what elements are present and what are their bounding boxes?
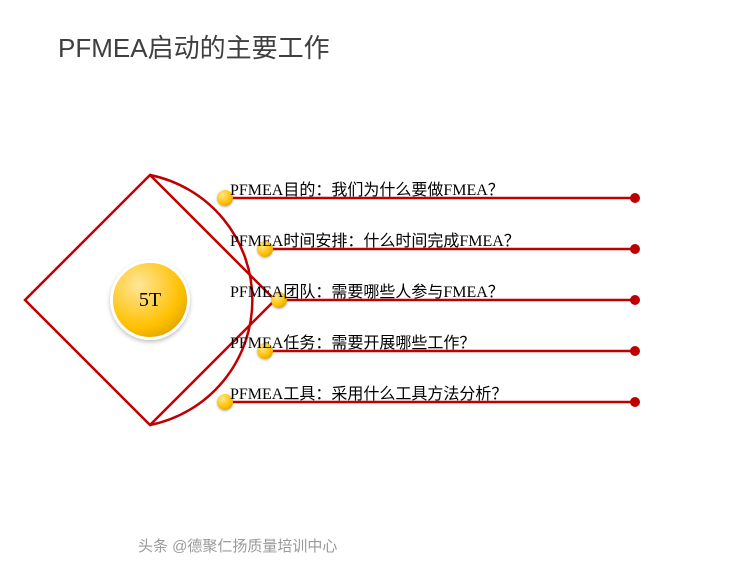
- center-hub-label: 5T: [139, 289, 161, 312]
- branch-label: PFMEA工具：采用什么工具方法分析？: [230, 380, 507, 404]
- branch-label: PFMEA团队：需要哪些人参与FMEA？: [230, 278, 504, 302]
- branch-label: PFMEA目的：我们为什么要做FMEA？: [230, 176, 504, 200]
- branch-end-icon: [630, 193, 640, 203]
- branch-label: PFMEA任务：需要开展哪些工作？: [230, 329, 475, 353]
- diagram-container: PFMEA目的：我们为什么要做FMEA？ PFMEA时间安排：什么时间完成FMEA…: [0, 0, 750, 562]
- watermark: 头条 @德聚仁扬质量培训中心: [138, 535, 337, 556]
- branch-end-icon: [630, 397, 640, 407]
- branch-end-icon: [630, 346, 640, 356]
- branch-end-icon: [630, 244, 640, 254]
- branch-end-icon: [630, 295, 640, 305]
- center-hub: 5T: [110, 260, 190, 340]
- branch-label: PFMEA时间安排：什么时间完成FMEA？: [230, 227, 520, 251]
